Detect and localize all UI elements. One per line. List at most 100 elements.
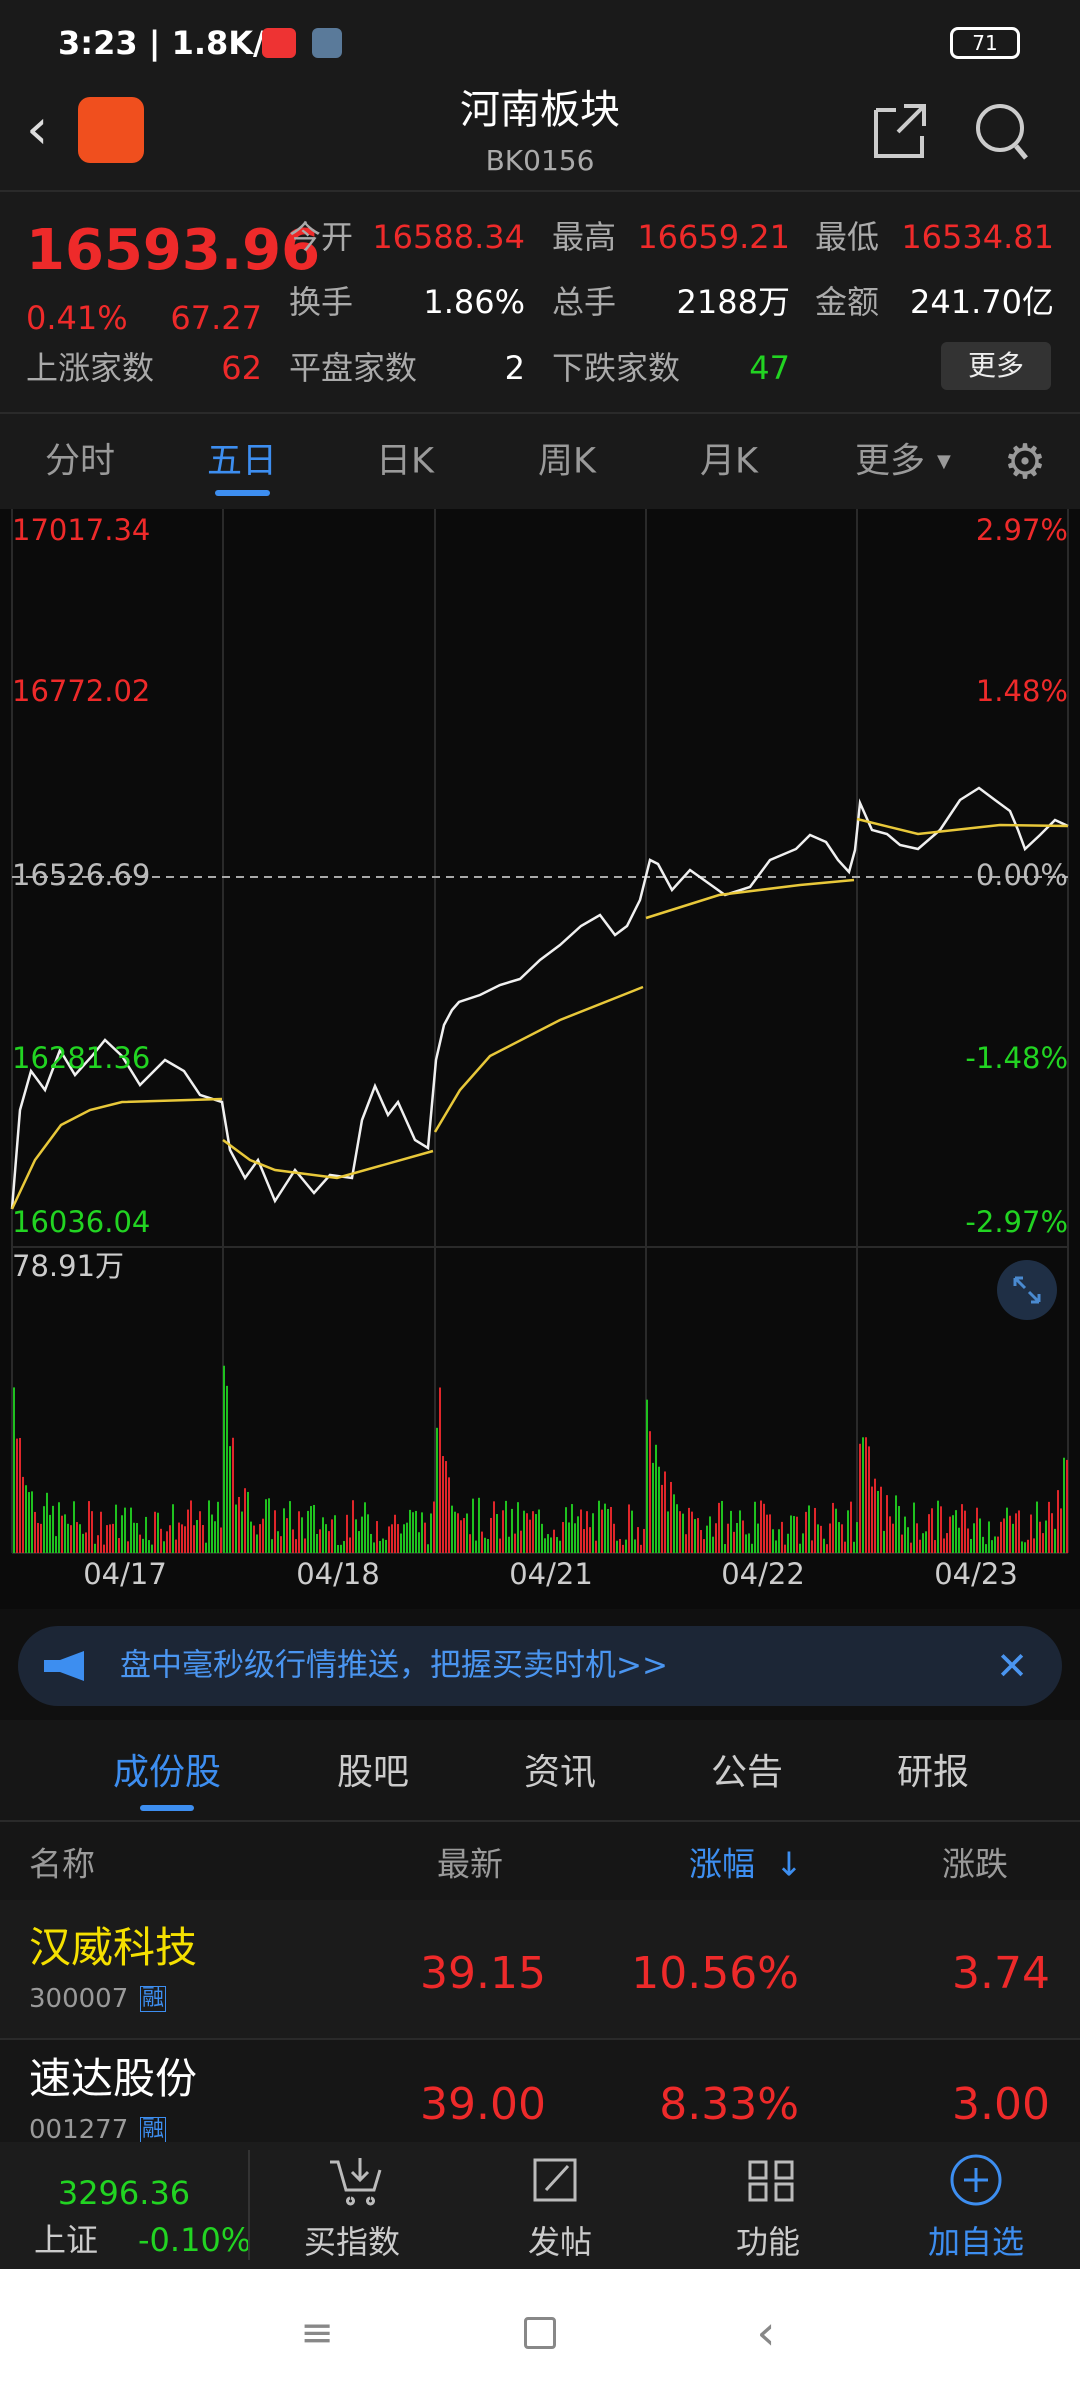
header-icons[interactable] bbox=[868, 100, 1028, 160]
volume-bar bbox=[538, 1509, 540, 1553]
close-banner[interactable]: ✕ bbox=[996, 1644, 1028, 1688]
app-logo bbox=[78, 97, 144, 163]
volume-bar bbox=[844, 1541, 846, 1553]
volume-bar bbox=[115, 1504, 117, 1553]
tab[interactable]: 日K bbox=[376, 441, 434, 482]
volume-bar bbox=[739, 1510, 741, 1553]
bottom-item[interactable]: 买指数 bbox=[303, 2223, 401, 2261]
field-value: 16588.34 bbox=[372, 218, 525, 256]
volume-bar bbox=[790, 1515, 792, 1553]
volume-bars bbox=[13, 1365, 1068, 1553]
banner-text[interactable]: 盘中毫秒级行情推送，把握买卖时机>> bbox=[120, 1647, 668, 1684]
tab[interactable]: 周K bbox=[538, 441, 596, 482]
battery: 71 bbox=[950, 27, 1020, 59]
nav-back[interactable]: ‹ bbox=[756, 2305, 776, 2361]
volume-bar bbox=[949, 1516, 951, 1553]
column-header[interactable]: 名称 bbox=[29, 1844, 95, 1884]
stock-name: 汉威科技 bbox=[29, 1923, 198, 1972]
bottom-icons bbox=[330, 2154, 1002, 2206]
volume-bar bbox=[436, 1427, 438, 1553]
volume-bar bbox=[112, 1523, 114, 1553]
volume-bar bbox=[358, 1531, 360, 1553]
bottom-item[interactable]: 功能 bbox=[735, 2223, 801, 2261]
volume-bar bbox=[157, 1512, 159, 1553]
pct-axis-label: 1.48% bbox=[976, 674, 1068, 708]
volume-bar bbox=[247, 1491, 249, 1553]
bottom-bar-bg bbox=[0, 2142, 1080, 2269]
column-header[interactable]: 最新 bbox=[437, 1844, 503, 1884]
volume-bar bbox=[343, 1541, 345, 1553]
volume-bar bbox=[895, 1495, 897, 1553]
date-label: 04/18 bbox=[296, 1557, 380, 1591]
volume-bar bbox=[556, 1537, 558, 1553]
tab[interactable]: 更多 bbox=[854, 441, 926, 482]
pct-axis-label: -1.48% bbox=[965, 1041, 1068, 1075]
volume-bar bbox=[490, 1517, 492, 1553]
volume-bar bbox=[466, 1513, 468, 1553]
volume-bar bbox=[175, 1539, 177, 1553]
volume-bar bbox=[568, 1522, 570, 1553]
expand-button[interactable] bbox=[997, 1260, 1057, 1320]
volume-bar bbox=[1030, 1514, 1032, 1553]
volume-bar bbox=[559, 1540, 561, 1553]
volume-bar bbox=[277, 1531, 279, 1553]
margin-tag: 融 bbox=[140, 2117, 167, 2143]
back-button[interactable]: ‹ bbox=[26, 97, 49, 162]
column-header-active[interactable]: 涨幅 bbox=[689, 1844, 755, 1884]
pct: 8.33% bbox=[659, 2079, 799, 2130]
volume-bar bbox=[103, 1544, 105, 1553]
status-time: 3:23 | 1.8K/s bbox=[58, 24, 284, 62]
volume-bar bbox=[64, 1514, 66, 1553]
volume-bar bbox=[667, 1511, 669, 1553]
column-header[interactable]: 涨跌 bbox=[942, 1844, 1008, 1884]
volume-bar bbox=[595, 1540, 597, 1553]
field-value: 16659.21 bbox=[637, 218, 790, 256]
volume-bar bbox=[583, 1529, 585, 1553]
volume-bar bbox=[514, 1533, 516, 1553]
more-button[interactable]: 更多 bbox=[941, 342, 1051, 390]
volume-bar bbox=[190, 1500, 192, 1553]
nav-home[interactable] bbox=[524, 2317, 556, 2349]
volume-bar bbox=[976, 1507, 978, 1553]
settings-icon[interactable]: ⚙ bbox=[1003, 434, 1047, 490]
tab[interactable]: 月K bbox=[700, 441, 758, 482]
tab-active[interactable]: 五日 bbox=[206, 441, 278, 482]
list-tab-active[interactable]: 成份股 bbox=[112, 1752, 222, 1793]
volume-bar bbox=[367, 1514, 369, 1553]
volume-bar bbox=[232, 1437, 234, 1553]
volume-bar bbox=[574, 1523, 576, 1553]
list-tab[interactable]: 研报 bbox=[896, 1752, 970, 1793]
volume-bar bbox=[964, 1510, 966, 1553]
list-tab[interactable]: 股吧 bbox=[336, 1752, 410, 1793]
volume-bar bbox=[826, 1544, 828, 1553]
list-tab[interactable]: 资讯 bbox=[523, 1752, 597, 1793]
volume-bar bbox=[337, 1544, 339, 1553]
volume-bar bbox=[106, 1525, 108, 1553]
index-value[interactable]: 3296.36 bbox=[57, 2174, 191, 2212]
volume-bar bbox=[316, 1533, 318, 1553]
nav-menu[interactable]: ≡ bbox=[300, 2310, 334, 2356]
bottom-item[interactable]: 加自选 bbox=[927, 2223, 1025, 2261]
bottom-item[interactable]: 发帖 bbox=[527, 2223, 593, 2261]
volume-bar bbox=[46, 1492, 48, 1553]
volume-bar bbox=[619, 1538, 621, 1553]
volume-bar bbox=[298, 1511, 300, 1553]
volume-bar bbox=[25, 1485, 27, 1553]
volume-bar bbox=[496, 1514, 498, 1553]
average-line bbox=[10, 817, 1069, 1210]
volume-bar bbox=[874, 1478, 876, 1553]
volume-bar bbox=[58, 1502, 60, 1553]
pct-axis-label: -2.97% bbox=[965, 1205, 1068, 1239]
row[interactable] bbox=[0, 1900, 1080, 2040]
volume-bar bbox=[1024, 1542, 1026, 1553]
tab[interactable]: 分时 bbox=[44, 441, 116, 482]
banner[interactable] bbox=[18, 1626, 1062, 1706]
price: 16593.96 bbox=[26, 218, 321, 283]
volume-bar bbox=[715, 1523, 717, 1553]
list-tab[interactable]: 公告 bbox=[710, 1752, 784, 1793]
volume-bar bbox=[478, 1497, 480, 1553]
volume-bar bbox=[817, 1524, 819, 1553]
volume-bar bbox=[811, 1540, 813, 1553]
volume-bar bbox=[445, 1461, 447, 1553]
volume-bar bbox=[703, 1539, 705, 1553]
